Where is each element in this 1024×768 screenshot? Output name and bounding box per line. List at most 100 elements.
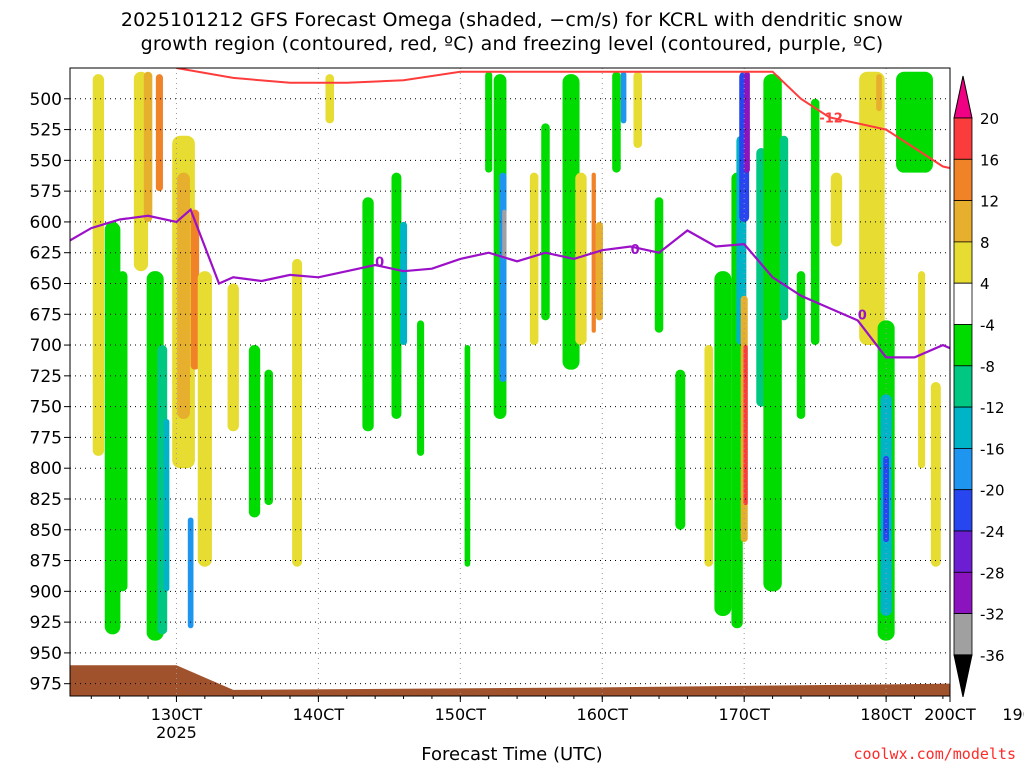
omega-shade — [362, 197, 374, 432]
colorbar-label: -20 — [980, 482, 1005, 500]
omega-shade — [292, 258, 303, 567]
colorbar-label: 12 — [980, 193, 999, 211]
omega-shade — [197, 271, 212, 567]
x-axis-label: Forecast Time (UTC) — [421, 744, 603, 765]
colorbar-label: -16 — [980, 440, 1005, 458]
colorbar-label: 16 — [980, 151, 999, 169]
colorbar-label: -12 — [980, 399, 1005, 417]
colorbar-label: -32 — [980, 606, 1005, 624]
omega-shade — [562, 74, 580, 370]
omega-shade — [227, 283, 239, 432]
omega-shade — [930, 382, 941, 567]
omega-shade — [529, 172, 539, 346]
omega-shade — [190, 209, 200, 370]
colorbar-label: -8 — [980, 358, 995, 376]
omega-shade — [896, 71, 933, 173]
omega-shade — [620, 71, 627, 124]
colorbar-swatch — [953, 241, 973, 284]
colorbar-swatch — [953, 447, 973, 491]
omega-shade — [117, 271, 128, 592]
y-tick-label: 525 — [30, 121, 62, 141]
dgz-contour-line — [1000, 72, 1024, 93]
omega-shade — [485, 71, 493, 173]
y-tick-label: 600 — [30, 213, 62, 233]
x-tick-label: 190CT — [1002, 705, 1024, 724]
omega-shade — [779, 135, 789, 321]
y-tick-label: 875 — [30, 552, 62, 572]
y-tick-label: 825 — [30, 490, 62, 510]
omega-shade — [1017, 173, 1024, 222]
dgz-contour-line — [176, 68, 950, 170]
y-tick-label: 700 — [30, 336, 62, 356]
y-tick-label: 775 — [30, 428, 62, 448]
omega-shade — [104, 221, 121, 635]
colorbar-label: 4 — [980, 275, 990, 293]
omega-shade — [763, 74, 782, 592]
y-tick-label: 750 — [30, 398, 62, 418]
chart-title-line-1: 2025101212 GFS Forecast Omega (shaded, −… — [120, 9, 904, 31]
omega-shade — [187, 517, 194, 629]
x-tick-label: 160CT — [577, 705, 629, 724]
y-tick-label: 625 — [30, 244, 62, 264]
colorbar-swatch — [953, 406, 973, 449]
y-tick-label: 550 — [30, 151, 62, 171]
colorbar-bottom-arrow — [953, 654, 973, 698]
colorbar-label: 20 — [980, 110, 999, 128]
omega-shade — [830, 172, 843, 247]
colorbar-swatch — [953, 200, 973, 243]
omega-shade — [859, 71, 885, 346]
colorbar-label: 8 — [980, 234, 990, 252]
omega-shade — [464, 345, 471, 567]
x-tick-label: 200CT — [924, 705, 976, 724]
y-tick-label: 650 — [30, 274, 62, 294]
colorbar-swatch — [953, 530, 973, 573]
omega-shade — [325, 74, 334, 124]
colorbar-swatch — [953, 117, 973, 160]
omega-shade — [391, 172, 402, 419]
omega-shade — [92, 74, 105, 456]
y-tick-label: 725 — [30, 367, 62, 387]
y-tick-label: 850 — [30, 521, 62, 541]
omega-shade — [743, 345, 748, 506]
colorbar-swatch — [953, 324, 973, 367]
colorbar-label: -4 — [980, 317, 995, 335]
x-tick-label: 180CT — [860, 705, 912, 724]
x-tick-label: 170CT — [718, 705, 770, 724]
omega-shade — [499, 172, 507, 382]
colorbar-swatch — [953, 282, 973, 325]
chart-title-line-2: growth region (contoured, red, ºC) and f… — [140, 33, 884, 55]
y-tick-label: 575 — [30, 182, 62, 202]
omega-shade — [704, 345, 713, 567]
freezing-level-label: 0 — [631, 243, 640, 258]
omega-shade — [264, 369, 273, 506]
omega-shade — [675, 369, 686, 530]
omega-shade — [575, 172, 587, 346]
credit-text[interactable]: coolwx.com/modelts — [853, 745, 1016, 763]
colorbar-swatch — [953, 613, 973, 656]
colorbar-label: -28 — [980, 564, 1005, 582]
omega-shade — [1003, 148, 1024, 542]
freezing-level-label: 0 — [858, 308, 867, 323]
x-tick-label: 150CT — [435, 705, 487, 724]
omega-shade — [633, 71, 642, 149]
terrain-area — [70, 665, 950, 696]
omega-shade — [502, 209, 507, 259]
y-tick-label: 975 — [30, 675, 62, 695]
omega-shade — [400, 221, 408, 346]
omega-shade — [612, 71, 621, 173]
colorbar-swatch — [953, 365, 973, 408]
y-tick-label: 900 — [30, 582, 62, 602]
omega-shade — [744, 71, 750, 173]
colorbar-swatch — [953, 158, 973, 202]
omega-shade — [177, 172, 190, 419]
colorbar-label: -36 — [980, 647, 1005, 665]
omega-shade — [876, 74, 882, 112]
omega-shade — [248, 345, 261, 518]
omega-shade — [714, 271, 732, 616]
colorbar-swatch — [953, 489, 973, 532]
y-tick-label: 675 — [30, 305, 62, 325]
omega-shade — [918, 271, 926, 469]
y-tick-label: 500 — [30, 90, 62, 110]
dgz-contour-label: -12 — [819, 111, 843, 126]
